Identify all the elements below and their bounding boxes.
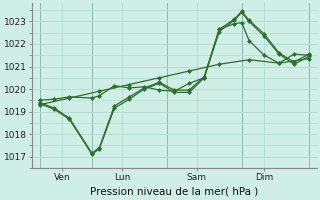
X-axis label: Pression niveau de la mer( hPa ): Pression niveau de la mer( hPa ): [90, 187, 259, 197]
